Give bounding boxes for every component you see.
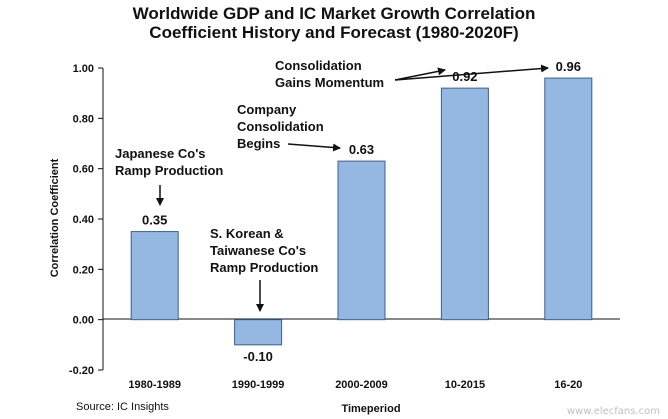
- annotation-consolidation-line-3: Begins: [237, 136, 280, 151]
- y-tick-label: 1.00: [73, 63, 94, 75]
- source-note: Source: IC Insights: [76, 401, 169, 413]
- bar-value-label: 0.63: [349, 142, 374, 157]
- annotation-korean-line-1: S. Korean &: [210, 226, 284, 241]
- x-category-label: 1990-1999: [232, 379, 285, 391]
- bar-2016-2020F: [544, 77, 593, 321]
- chart-title-line-1: Worldwide GDP and IC Market Growth Corre…: [133, 4, 536, 23]
- x-category-label: 10-2015: [445, 379, 485, 391]
- annotation-korean-line-3: Ramp Production: [210, 260, 318, 275]
- annotation-japanese-line-1: Japanese Co's: [115, 146, 206, 161]
- bar-series: [130, 77, 593, 346]
- annotation-momentum-line-2: Gains Momentum: [275, 75, 384, 90]
- bar-value-label: -0.10: [243, 349, 273, 364]
- bar-value-label: 0.96: [556, 59, 581, 74]
- annotation-korean-taiwanese: S. Korean & Taiwanese Co's Ramp Producti…: [210, 226, 318, 312]
- annotation-consolidation-begins: Company Consolidation Begins: [237, 102, 341, 152]
- annotation-consolidation-line-1: Company: [237, 102, 297, 117]
- annotation-consolidation-line-2: Consolidation: [237, 119, 324, 134]
- annotation-consolidation-arrow: [287, 143, 341, 152]
- bar-1980-1989: [130, 231, 179, 321]
- bar-1990-1999: [234, 319, 283, 346]
- y-tick-label: 0.20: [73, 264, 94, 276]
- y-axis-title: Correlation Coefficient: [49, 158, 61, 277]
- annotation-gains-momentum: Consolidation Gains Momentum: [275, 58, 549, 90]
- chart-title-line-2: Coefficient History and Forecast (1980-2…: [149, 23, 518, 42]
- y-tick-label: 0.00: [73, 315, 94, 327]
- bar-value-label: 0.35: [142, 213, 167, 228]
- bar-2010-2015: [440, 87, 489, 321]
- annotation-korean-line-2: Taiwanese Co's: [210, 243, 306, 258]
- annotation-japanese: Japanese Co's Ramp Production: [115, 146, 223, 206]
- annotation-momentum-arrow-2: [394, 64, 549, 81]
- x-category-label: 16-20: [554, 379, 582, 391]
- annotation-japanese-line-2: Ramp Production: [115, 163, 223, 178]
- watermark-text: www.elecfans.com: [567, 406, 660, 417]
- x-axis-category-labels: 1980-1989 1990-1999 2000-2009 10-2015 16-20: [128, 379, 582, 391]
- x-category-label: 1980-1989: [128, 379, 181, 391]
- annotation-momentum-line-1: Consolidation: [275, 58, 362, 73]
- x-category-label: 2000-2009: [335, 379, 388, 391]
- annotation-momentum-arrow-1: [394, 67, 446, 81]
- y-tick-label: 0.60: [73, 164, 94, 176]
- y-tick-label: 0.80: [73, 113, 94, 125]
- y-tick-label: 0.40: [73, 214, 94, 226]
- y-tick-label: -0.20: [69, 365, 94, 377]
- x-axis-title: Timeperiod: [341, 403, 400, 415]
- y-axis-ticks: -0.20 0.00 0.20 0.40 0.60 0.80 1.00: [69, 63, 103, 377]
- bar-value-labels: 0.35 -0.10 0.63 0.92 0.96: [142, 59, 581, 364]
- bar-2000-2009: [337, 160, 386, 321]
- bar-value-label: 0.92: [452, 69, 477, 84]
